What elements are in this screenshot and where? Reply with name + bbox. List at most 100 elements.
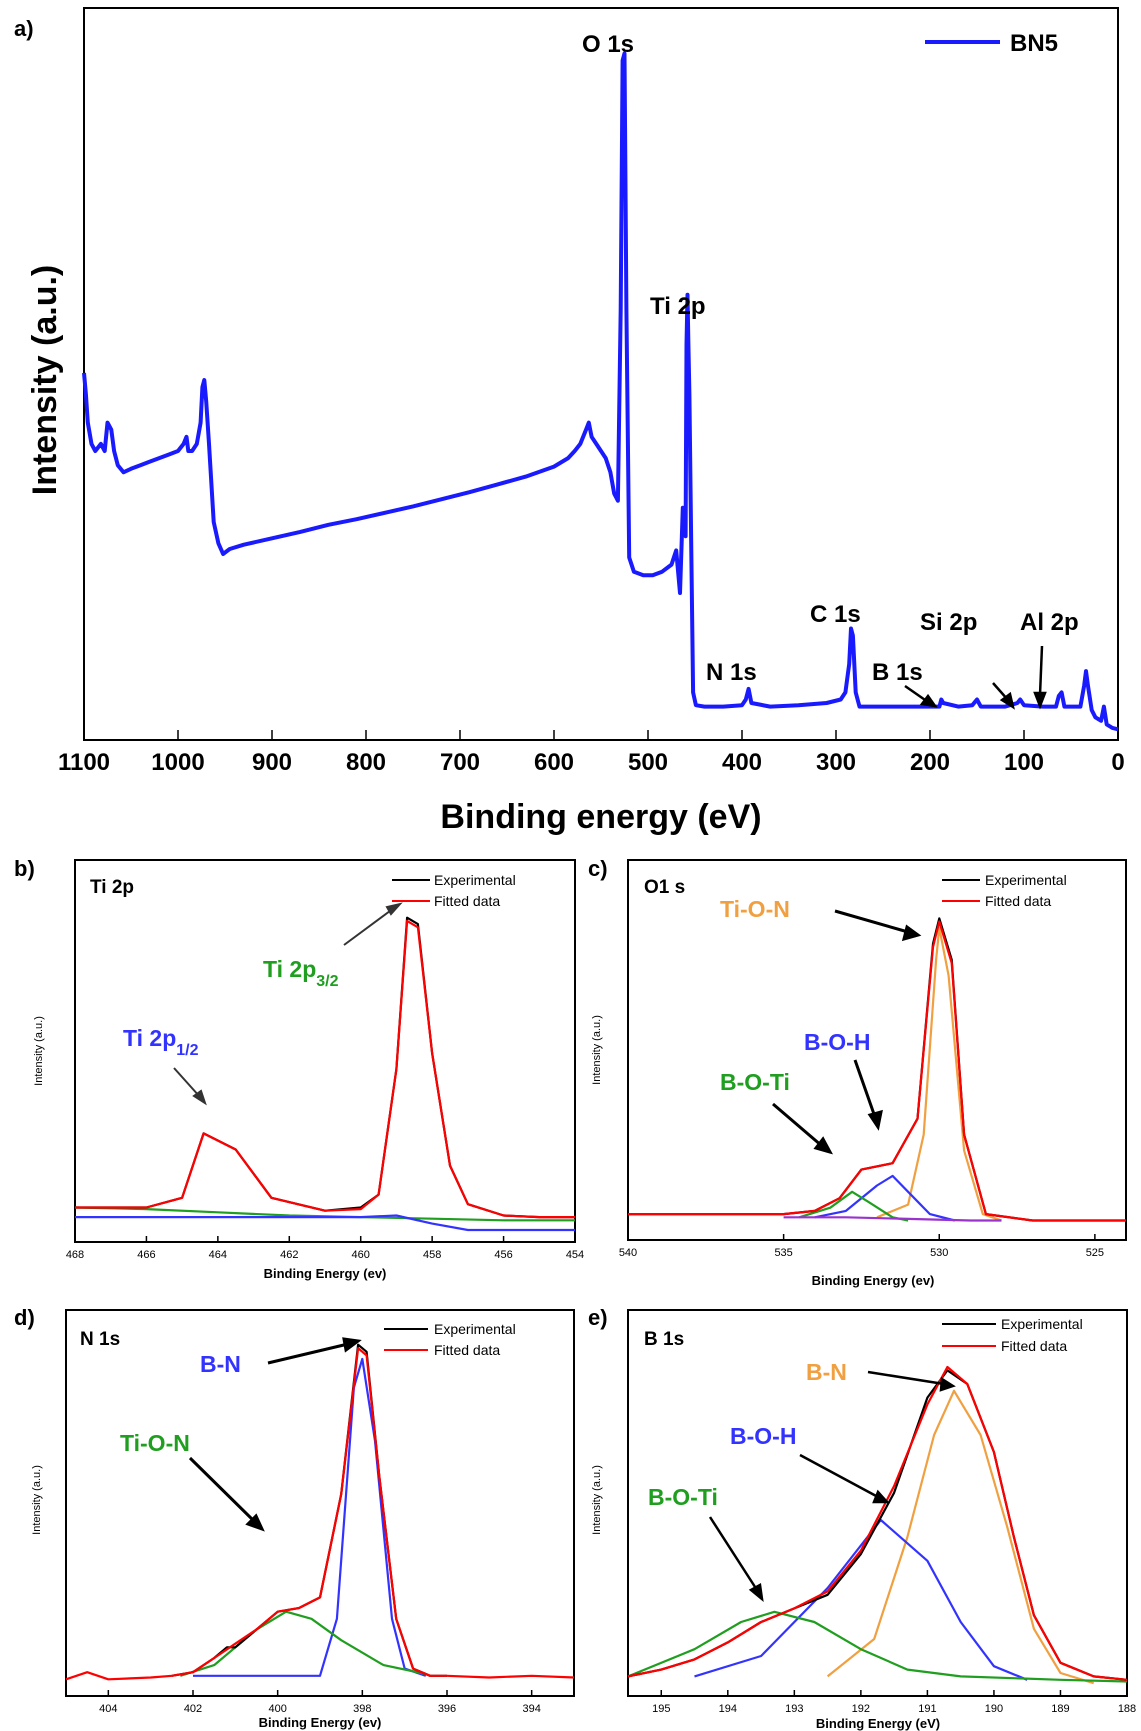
panel-b-legend-experimental: Experimental bbox=[434, 872, 516, 888]
panel-c-series-experimental bbox=[628, 917, 1126, 1222]
panel-b-x-tick-label: 456 bbox=[494, 1249, 512, 1261]
arrow-al2p bbox=[1038, 645, 1044, 696]
panel-b-x-tick-label: 462 bbox=[280, 1249, 298, 1261]
panel-a-x-tick-label: 900 bbox=[252, 749, 292, 776]
panel-e-series-experimental bbox=[627, 1369, 1128, 1681]
panel-e-x-axis-label: Binding Energy (eV) bbox=[816, 1716, 940, 1731]
annotation-b-o-h-e: B-O-H bbox=[730, 1423, 796, 1449]
panel-a-legend-label: BN5 bbox=[1010, 30, 1058, 57]
panel-b-ti2p: b) 468 466 464 462 460 458 456 454 Binding Ener… bbox=[14, 856, 584, 1281]
panel-d-series-experimental bbox=[171, 1343, 447, 1677]
panel-b-series-component-3 bbox=[75, 1214, 575, 1232]
arrow-b-o-h-e bbox=[799, 1453, 879, 1499]
panel-e-x-tick-label: 193 bbox=[785, 1703, 803, 1715]
panel-d-x-tick-label: 400 bbox=[268, 1703, 286, 1715]
panel-a-x-tick-label: 800 bbox=[346, 749, 386, 776]
panel-a-x-tick-label: 1000 bbox=[151, 749, 204, 776]
panel-e-series-fitted-data bbox=[627, 1365, 1128, 1681]
panel-b-x-ticks: 468 466 464 462 460 458 456 454 bbox=[66, 1236, 584, 1261]
panel-d-x-tick-label: 398 bbox=[353, 1703, 371, 1715]
arrow-ti-o-n-c-head bbox=[901, 924, 922, 942]
panel-c-series-component-2 bbox=[876, 926, 1002, 1222]
annotation-b-o-ti-c: B-O-Ti bbox=[720, 1069, 790, 1095]
panel-c-o1s: c) 540 535 530 525 Binding Energy (ev) Inte… bbox=[588, 856, 1127, 1288]
annotation-si2p: Si 2p bbox=[920, 609, 977, 636]
arrow-ti2p-3-2 bbox=[343, 907, 395, 946]
panel-c-x-ticks: 540 535 530 525 bbox=[619, 1234, 1104, 1259]
panel-e-legend-fitted: Fitted data bbox=[1001, 1338, 1067, 1354]
panel-b-x-tick-label: 460 bbox=[352, 1249, 370, 1261]
panel-b-series-experimental bbox=[75, 916, 575, 1219]
arrow-b-n-e-head bbox=[939, 1376, 956, 1392]
panel-c-series-component-5 bbox=[783, 1216, 1002, 1222]
panel-c-x-axis-label: Binding Energy (ev) bbox=[812, 1273, 935, 1288]
annotation-ti-o-n-c: Ti-O-N bbox=[720, 896, 790, 922]
panel-d-legend-fitted: Fitted data bbox=[434, 1342, 500, 1358]
annotation-b1s: B 1s bbox=[872, 659, 923, 686]
panel-d-title: N 1s bbox=[80, 1329, 120, 1350]
panel-a-x-axis-label: Binding energy (eV) bbox=[440, 798, 761, 836]
panel-e-series-component-4 bbox=[627, 1610, 1128, 1683]
panel-a-letter: a) bbox=[14, 16, 34, 41]
annotation-b-n-d: B-N bbox=[200, 1351, 241, 1377]
panel-c-letter: c) bbox=[588, 856, 608, 881]
panel-a-x-tick-label: 1100 bbox=[58, 749, 110, 776]
panel-c-series-component-3 bbox=[814, 1174, 956, 1222]
panel-b-series-fitted-data bbox=[75, 919, 575, 1219]
panel-c-plot-frame bbox=[627, 859, 1127, 1241]
panel-d-x-axis-label: Binding Energy (ev) bbox=[259, 1715, 382, 1730]
panel-e-x-tick-label: 194 bbox=[719, 1703, 737, 1715]
panel-c-series bbox=[628, 917, 1126, 1222]
panel-b-x-tick-label: 468 bbox=[66, 1249, 84, 1261]
panel-c-x-tick-label: 530 bbox=[930, 1247, 948, 1259]
panel-e-series bbox=[627, 1365, 1128, 1685]
panel-e-b1s: e) 195 194 193 192 191 190 189 188 Binding Ener… bbox=[588, 1305, 1136, 1731]
arrow-b-o-ti-e-head bbox=[748, 1583, 764, 1602]
annotation-c1s: C 1s bbox=[810, 601, 861, 628]
arrow-ti2p-1-2 bbox=[173, 1067, 201, 1098]
panel-d-y-axis-label: Intensity (a.u.) bbox=[31, 1465, 43, 1535]
annotation-al2p: Al 2p bbox=[1020, 609, 1079, 636]
panel-d-plot-frame bbox=[65, 1309, 575, 1697]
panel-a-series-bn5 bbox=[82, 51, 1119, 732]
panel-d-x-tick-label: 402 bbox=[184, 1703, 202, 1715]
panel-d-x-tick-label: 396 bbox=[438, 1703, 456, 1715]
panel-b-arrows bbox=[173, 902, 403, 1106]
arrow-b-o-h-c-head bbox=[867, 1109, 883, 1131]
panel-c-arrows bbox=[772, 909, 922, 1155]
annotation-b-o-ti-e: B-O-Ti bbox=[648, 1484, 718, 1510]
panel-a-x-tick-label: 300 bbox=[816, 749, 856, 776]
panel-e-letter: e) bbox=[588, 1305, 608, 1330]
panel-c-y-axis-label: Intensity (a.u.) bbox=[591, 1015, 603, 1085]
annotation-ti-o-n-d: Ti-O-N bbox=[120, 1430, 190, 1456]
annotation-b-o-h-c: B-O-H bbox=[804, 1029, 870, 1055]
panel-a-survey-spectrum: a) 1100 1000 900 800 700 600 500 400 300 200 100 0 … bbox=[14, 7, 1125, 836]
panel-b-plot-frame bbox=[74, 859, 576, 1243]
annotation-n1s: N 1s bbox=[706, 659, 757, 686]
panel-a-x-tick-label: 600 bbox=[534, 749, 574, 776]
panel-a-x-tick-label: 700 bbox=[440, 749, 480, 776]
panel-b-x-axis-label: Binding Energy (ev) bbox=[264, 1266, 387, 1281]
arrow-b-n-d bbox=[267, 1342, 349, 1365]
panel-c-series-fitted-data bbox=[628, 920, 1126, 1222]
panel-c-legend-fitted: Fitted data bbox=[985, 893, 1051, 909]
panel-b-series bbox=[74, 916, 575, 1232]
panel-a-y-axis-label: Intensity (a.u.) bbox=[26, 265, 64, 495]
arrow-b-n-e bbox=[867, 1370, 945, 1386]
panel-d-x-tick-label: 404 bbox=[99, 1703, 117, 1715]
panel-d-x-tick-label: 394 bbox=[522, 1703, 540, 1715]
panel-b-legend-fitted: Fitted data bbox=[434, 893, 500, 909]
panel-b-x-tick-label: 464 bbox=[209, 1249, 227, 1261]
panel-d-series-component-2 bbox=[193, 1357, 427, 1677]
panel-c-x-tick-label: 535 bbox=[774, 1247, 792, 1259]
panel-a-x-tick-label: 500 bbox=[628, 749, 668, 776]
panel-e-title: B 1s bbox=[644, 1329, 684, 1350]
panel-e-arrows bbox=[708, 1370, 956, 1602]
arrow-b-o-ti-e bbox=[708, 1516, 759, 1591]
panel-b-letter: b) bbox=[14, 856, 35, 881]
panel-b-y-axis-label: Intensity (a.u.) bbox=[33, 1016, 45, 1086]
panel-e-legend-experimental: Experimental bbox=[1001, 1316, 1083, 1332]
panel-c-x-tick-label: 540 bbox=[619, 1247, 637, 1259]
arrow-ti-o-n-d bbox=[188, 1456, 256, 1523]
